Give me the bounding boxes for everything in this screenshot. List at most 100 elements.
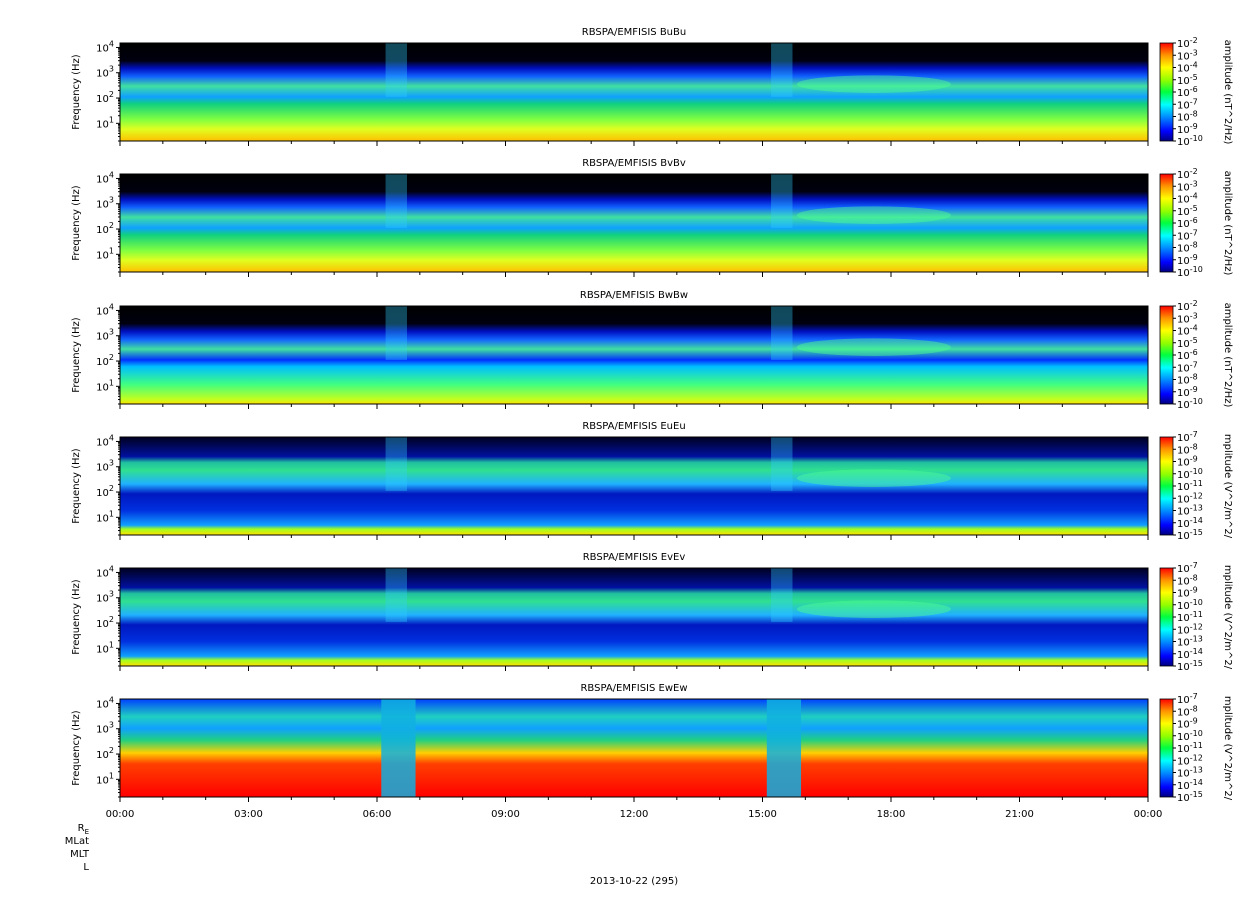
colorbar: [1159, 173, 1174, 273]
colorbar-tick-label: 10-8: [1177, 573, 1198, 587]
colorbar-tick-label: 10-13: [1177, 766, 1203, 780]
panel-title: RBSPA/EMFISIS BwBw: [580, 290, 688, 301]
y-axis-label: Frequency (Hz): [71, 710, 82, 786]
perigee-band: [385, 174, 407, 228]
spectrogram-image: [120, 437, 1148, 535]
colorbar-tick-label: 10-9: [1177, 717, 1198, 731]
colorbar-tick-label: 10-10: [1177, 598, 1203, 612]
colorbar-tick-label: 10-14: [1177, 778, 1203, 792]
colorbar-tick-label: 10-10: [1177, 265, 1203, 279]
colorbar-tick-label: 10-5: [1177, 73, 1198, 87]
perigee-band: [385, 43, 407, 97]
y-tick-label: 104: [96, 170, 114, 185]
y-tick-label: 103: [96, 196, 114, 211]
x-tick-label: 00:00: [106, 809, 135, 820]
colorbar-tick-label: 10-7: [1177, 561, 1198, 575]
colorbar-tick-label: 10-6: [1177, 348, 1198, 362]
colorbar-tick-label: 10-10: [1177, 467, 1203, 481]
y-tick-label: 103: [96, 65, 114, 80]
y-tick-label: 104: [96, 302, 114, 317]
colorbar-tick-label: 10-6: [1177, 216, 1198, 230]
colorbar-tick-label: 10-9: [1177, 455, 1198, 469]
y-tick-label: 101: [96, 509, 114, 524]
colorbar-tick-label: 10-4: [1177, 61, 1198, 75]
spectrogram-image: [120, 174, 1148, 272]
perigee-band: [771, 174, 793, 228]
perigee-band: [385, 568, 407, 622]
colorbar-tick-label: 10-8: [1177, 442, 1198, 456]
x-tick-label: 18:00: [877, 809, 906, 820]
panel-title: RBSPA/EMFISIS EuEu: [582, 421, 685, 432]
colorbar-tick-label: 10-10: [1177, 134, 1203, 148]
colorbar-tick-label: 10-2: [1177, 299, 1198, 313]
y-tick-label: 104: [96, 39, 114, 54]
colorbar-tick-label: 10-12: [1177, 622, 1203, 636]
x-tick-label: 15:00: [748, 809, 777, 820]
colorbar-tick-label: 10-2: [1177, 167, 1198, 181]
y-tick-label: 102: [96, 353, 114, 368]
colorbar-tick-label: 10-12: [1177, 491, 1203, 505]
spectrogram-image: [120, 568, 1148, 666]
y-axis-label: Frequency (Hz): [71, 54, 82, 130]
colorbar-tick-label: 10-15: [1177, 659, 1203, 673]
colorbar-tick-label: 10-4: [1177, 192, 1198, 206]
colorbar-tick-label: 10-9: [1177, 586, 1198, 600]
colorbar-tick-label: 10-14: [1177, 516, 1203, 530]
spectrogram-image: [120, 43, 1148, 141]
colorbar-label: mplitude (V^2/m^2/: [1222, 434, 1233, 539]
colorbar-tick-label: 10-9: [1177, 385, 1198, 399]
colorbar-tick-label: 10-7: [1177, 360, 1198, 374]
y-tick-label: 102: [96, 746, 114, 761]
x-tick-label: 06:00: [363, 809, 392, 820]
colorbar-tick-label: 10-15: [1177, 528, 1203, 542]
colorbar-tick-label: 10-2: [1177, 36, 1198, 50]
colorbar-tick-label: 10-11: [1177, 479, 1203, 493]
colorbar-tick-label: 10-14: [1177, 647, 1203, 661]
y-tick-label: 103: [96, 590, 114, 605]
chorus-region: [796, 75, 951, 93]
colorbar: [1159, 698, 1174, 798]
colorbar-tick-label: 10-11: [1177, 741, 1203, 755]
y-tick-label: 103: [96, 328, 114, 343]
spectrogram-panel-1: RBSPA/EMFISIS BuBu 104 103 102 101 Frequency …: [71, 27, 1233, 148]
y-tick-label: 104: [96, 433, 114, 448]
perigee-band: [385, 437, 407, 491]
y-tick-label: 101: [96, 115, 114, 130]
colorbar-tick-label: 10-12: [1177, 753, 1203, 767]
colorbar-tick-label: 10-8: [1177, 373, 1198, 387]
ephemeris-label: MLT: [70, 849, 90, 860]
y-tick-label: 101: [96, 640, 114, 655]
colorbar: [1159, 42, 1174, 142]
colorbar-tick-label: 10-4: [1177, 324, 1198, 338]
colorbar-tick-label: 10-3: [1177, 311, 1198, 325]
y-tick-label: 101: [96, 771, 114, 786]
chorus-region: [796, 206, 951, 224]
chorus-region: [796, 600, 951, 618]
x-tick-label: 09:00: [491, 809, 520, 820]
colorbar-tick-label: 10-10: [1177, 729, 1203, 743]
colorbar-tick-label: 10-3: [1177, 179, 1198, 193]
date-label: 2013-10-22 (295): [590, 876, 678, 887]
y-axis-label: Frequency (Hz): [71, 579, 82, 655]
ephemeris-label: MLat: [65, 836, 89, 847]
y-tick-label: 104: [96, 564, 114, 579]
spectrogram-image: [120, 306, 1148, 404]
colorbar-tick-label: 10-5: [1177, 204, 1198, 218]
y-axis-label: Frequency (Hz): [71, 185, 82, 261]
colorbar-tick-label: 10-8: [1177, 110, 1198, 124]
spectrogram-panel-2: RBSPA/EMFISIS BvBv 104 103 102 101 Frequency …: [71, 158, 1233, 279]
colorbar-tick-label: 10-13: [1177, 635, 1203, 649]
colorbar-tick-label: 10-7: [1177, 228, 1198, 242]
spectrogram-panel-4: RBSPA/EMFISIS EuEu 104 103 102 101 Frequency …: [71, 421, 1233, 542]
y-tick-label: 101: [96, 246, 114, 261]
colorbar-tick-label: 10-3: [1177, 48, 1198, 62]
y-axis-label: Frequency (Hz): [71, 317, 82, 393]
y-tick-label: 103: [96, 459, 114, 474]
colorbar-tick-label: 10-9: [1177, 122, 1198, 136]
y-axis-label: Frequency (Hz): [71, 448, 82, 524]
y-tick-label: 102: [96, 484, 114, 499]
panel-title: RBSPA/EMFISIS EvEv: [583, 552, 686, 563]
chorus-region: [796, 338, 951, 356]
colorbar-tick-label: 10-11: [1177, 610, 1203, 624]
